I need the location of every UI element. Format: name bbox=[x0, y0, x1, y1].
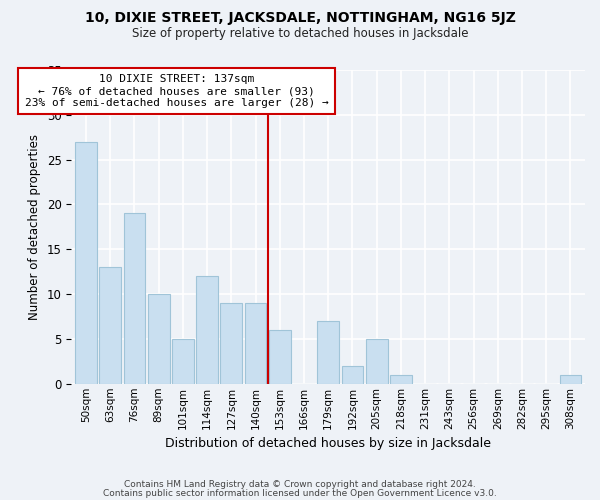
Bar bbox=[341, 366, 364, 384]
Text: Size of property relative to detached houses in Jacksdale: Size of property relative to detached ho… bbox=[132, 28, 468, 40]
Bar bbox=[148, 294, 170, 384]
Bar bbox=[245, 303, 266, 384]
Text: Contains HM Land Registry data © Crown copyright and database right 2024.: Contains HM Land Registry data © Crown c… bbox=[124, 480, 476, 489]
Text: 10 DIXIE STREET: 137sqm
← 76% of detached houses are smaller (93)
23% of semi-de: 10 DIXIE STREET: 137sqm ← 76% of detache… bbox=[25, 74, 329, 108]
Bar bbox=[366, 339, 388, 384]
Bar bbox=[560, 375, 581, 384]
Bar bbox=[220, 303, 242, 384]
Bar bbox=[317, 321, 339, 384]
Bar bbox=[100, 267, 121, 384]
Bar bbox=[269, 330, 290, 384]
Bar bbox=[124, 214, 145, 384]
Y-axis label: Number of detached properties: Number of detached properties bbox=[28, 134, 41, 320]
Bar bbox=[172, 339, 194, 384]
X-axis label: Distribution of detached houses by size in Jacksdale: Distribution of detached houses by size … bbox=[165, 437, 491, 450]
Text: 10, DIXIE STREET, JACKSDALE, NOTTINGHAM, NG16 5JZ: 10, DIXIE STREET, JACKSDALE, NOTTINGHAM,… bbox=[85, 11, 515, 25]
Bar bbox=[196, 276, 218, 384]
Text: Contains public sector information licensed under the Open Government Licence v3: Contains public sector information licen… bbox=[103, 489, 497, 498]
Bar bbox=[390, 375, 412, 384]
Bar bbox=[75, 142, 97, 384]
